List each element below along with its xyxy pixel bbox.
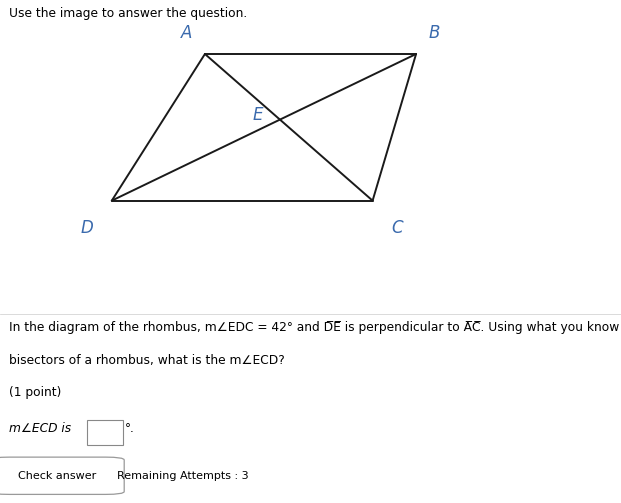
Text: In the diagram of the rhombus, m∠EDC = 42° and D̅E̅ is perpendicular to A̅C̅. Us: In the diagram of the rhombus, m∠EDC = 4… [9, 321, 621, 334]
Text: D: D [81, 219, 93, 236]
Text: °.: °. [125, 422, 135, 435]
Text: C: C [392, 219, 403, 236]
Text: m∠ECD is: m∠ECD is [9, 422, 71, 435]
Text: E: E [253, 106, 263, 124]
Text: A: A [181, 24, 192, 42]
Text: Use the image to answer the question.: Use the image to answer the question. [9, 7, 248, 20]
Text: Remaining Attempts : 3: Remaining Attempts : 3 [117, 471, 248, 481]
Text: Check answer: Check answer [18, 471, 97, 481]
FancyBboxPatch shape [0, 457, 124, 494]
Text: B: B [429, 24, 440, 42]
Text: bisectors of a rhombus, what is the m∠ECD?: bisectors of a rhombus, what is the m∠EC… [9, 354, 285, 367]
FancyBboxPatch shape [87, 420, 123, 445]
Text: (1 point): (1 point) [9, 386, 61, 399]
